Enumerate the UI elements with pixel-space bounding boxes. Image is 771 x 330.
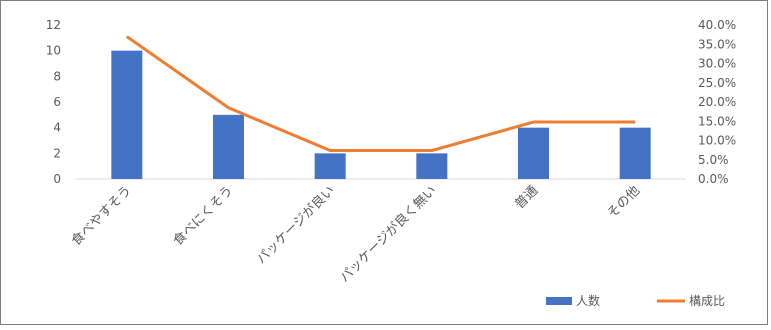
bar [111,51,142,179]
y-right-tick-label: 40.0% [698,18,736,32]
x-tick-label: 食べにくそう [170,183,236,249]
y-right-tick-label: 5.0% [698,153,729,167]
legend-label: 構成比 [689,294,725,308]
legend: 人数 構成比 [546,293,725,308]
x-tick-label: 普通 [512,183,541,212]
bar-series [111,51,650,179]
bar [518,128,549,179]
x-tick-label: パッケージが良く無い [337,183,440,286]
line-series [127,37,635,151]
bar [213,115,244,179]
y-left-tick-label: 4 [53,121,61,135]
y-right-tick-label: 25.0% [698,76,736,90]
y-right-tick-label: 30.0% [698,57,736,71]
legend-label: 人数 [576,293,600,308]
y-right-tick-label: 35.0% [698,37,736,51]
y-right-tick-label: 20.0% [698,95,736,109]
x-tick-label: その他 [605,183,643,221]
bar [315,153,346,179]
y-left-tick-label: 8 [53,69,61,83]
line-path [127,37,635,151]
y-left-tick-label: 2 [53,146,61,160]
y-left-tick-label: 12 [46,18,61,32]
bar [620,128,651,179]
legend-swatch-bar [546,297,572,305]
y-right-tick-label: 15.0% [698,114,736,128]
y-right-tick-label: 0.0% [698,172,729,186]
bar [416,153,447,179]
x-tick-label: 食べやすそう [68,183,134,249]
x-tick-label: パッケージが良い [253,183,338,268]
y-left-tick-label: 0 [53,172,61,186]
y-left-tick-label: 6 [53,95,61,109]
y-right-tick-label: 10.0% [698,134,736,148]
y-left-tick-label: 10 [46,44,61,58]
